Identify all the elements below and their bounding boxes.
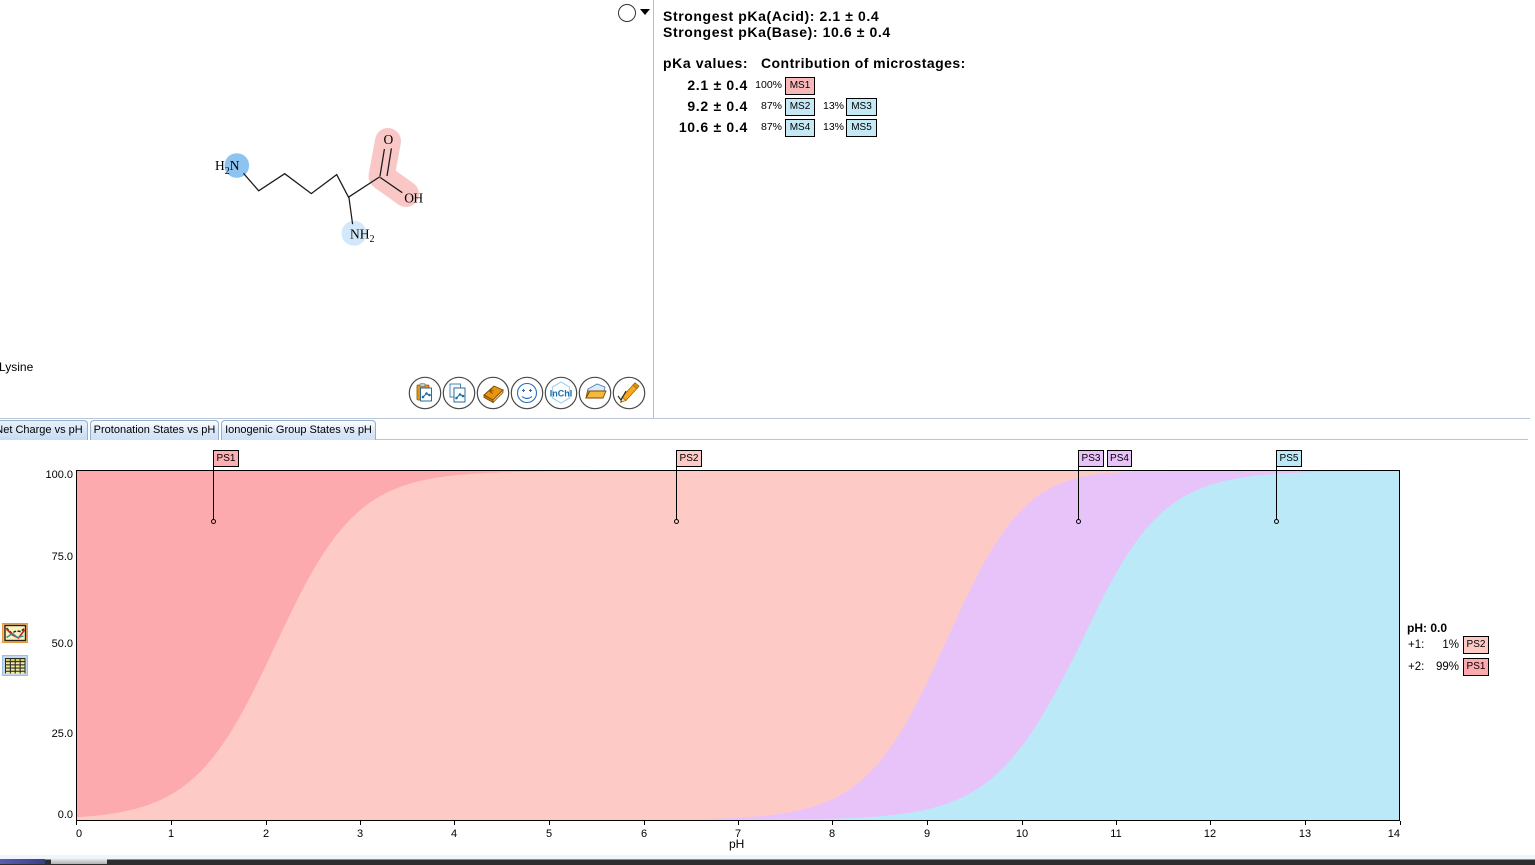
svg-text:NH2: NH2 bbox=[350, 226, 375, 245]
svg-text:OH: OH bbox=[404, 191, 423, 206]
svg-text:H2N: H2N bbox=[215, 158, 240, 177]
svg-text:O: O bbox=[384, 132, 394, 147]
svg-text:InChI: InChI bbox=[550, 389, 573, 399]
